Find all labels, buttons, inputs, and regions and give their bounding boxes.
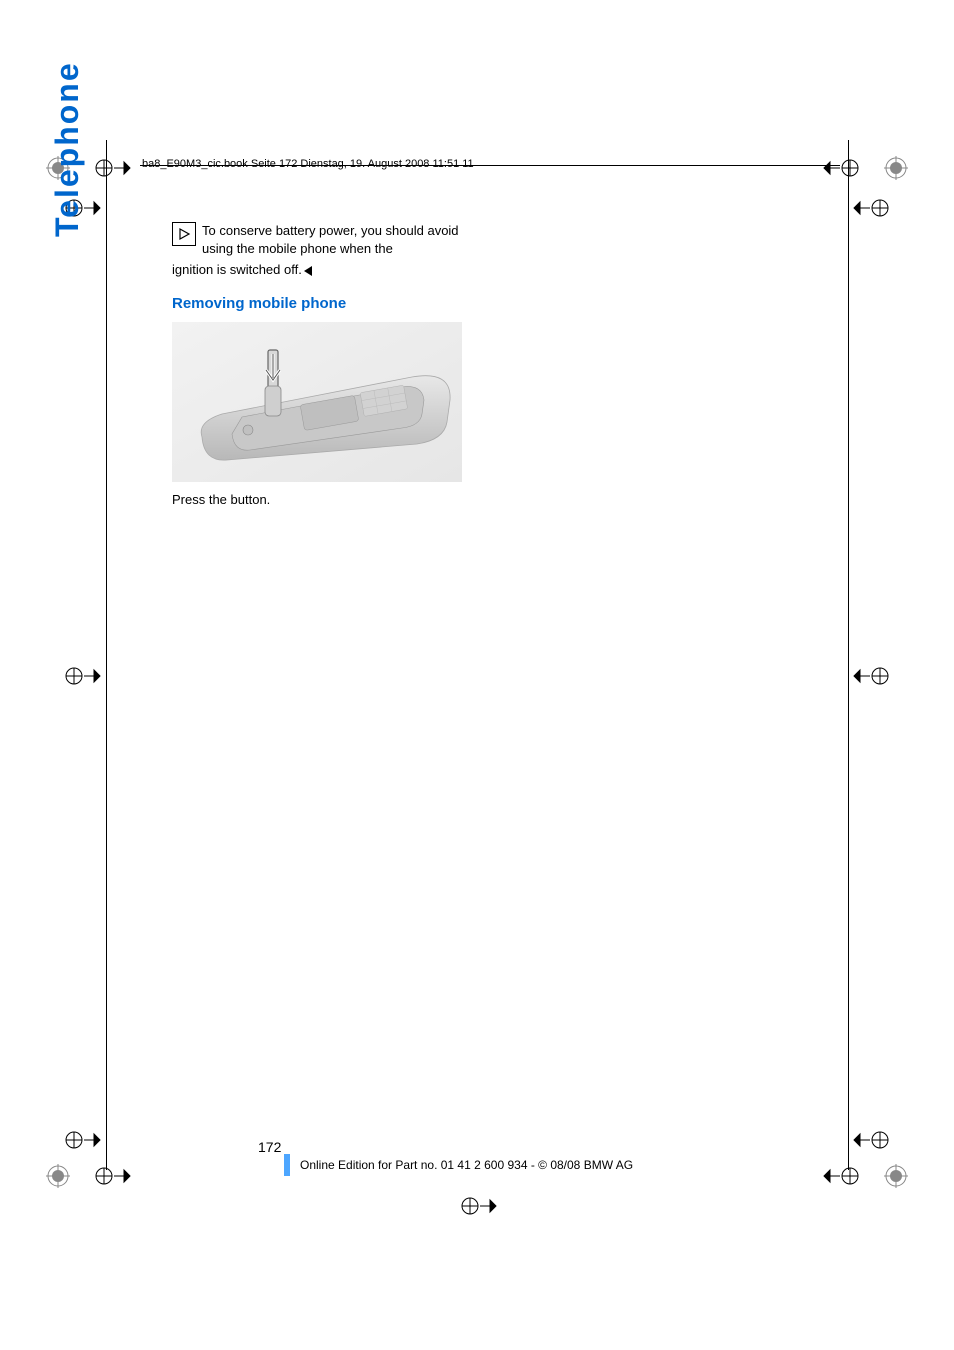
registration-arrow-icon <box>94 1166 134 1186</box>
registration-target-icon <box>884 1164 908 1188</box>
registration-target-icon <box>884 156 908 180</box>
page-number: 172 <box>258 1139 281 1155</box>
registration-arrow-icon <box>460 1196 500 1216</box>
registration-arrow-icon <box>64 666 104 686</box>
crop-line <box>848 140 849 1170</box>
page-mark <box>284 1154 290 1176</box>
crop-line <box>106 140 107 1170</box>
header-text: ba8_E90M3_cic.book Seite 172 Dienstag, 1… <box>142 158 474 170</box>
registration-arrow-icon <box>850 1130 890 1150</box>
section-heading: Removing mobile phone <box>172 295 482 312</box>
tip-triangle-icon <box>172 222 196 246</box>
tip-text-line2-span: ignition is switched off. <box>172 262 302 277</box>
tip-text-line2: ignition is switched off. <box>172 261 482 279</box>
registration-target-icon <box>46 1164 70 1188</box>
registration-arrow-icon <box>94 158 134 178</box>
tip-text-line1: To conserve battery power, you should av… <box>202 222 482 257</box>
registration-arrow-icon <box>64 1130 104 1150</box>
registration-arrow-icon <box>820 158 860 178</box>
figure-caption-text: Press the button. <box>172 492 482 507</box>
registration-arrow-icon <box>850 198 890 218</box>
registration-arrow-icon <box>820 1166 860 1186</box>
figure-phone-cradle <box>172 322 462 482</box>
tip-box: To conserve battery power, you should av… <box>172 222 482 257</box>
content-column: To conserve battery power, you should av… <box>172 222 482 507</box>
figure-illustration <box>172 322 462 482</box>
section-tab-label: Telephone <box>49 61 86 237</box>
registration-arrow-icon <box>850 666 890 686</box>
end-marker-icon <box>304 266 312 276</box>
footer-text: Online Edition for Part no. 01 41 2 600 … <box>300 1158 633 1172</box>
